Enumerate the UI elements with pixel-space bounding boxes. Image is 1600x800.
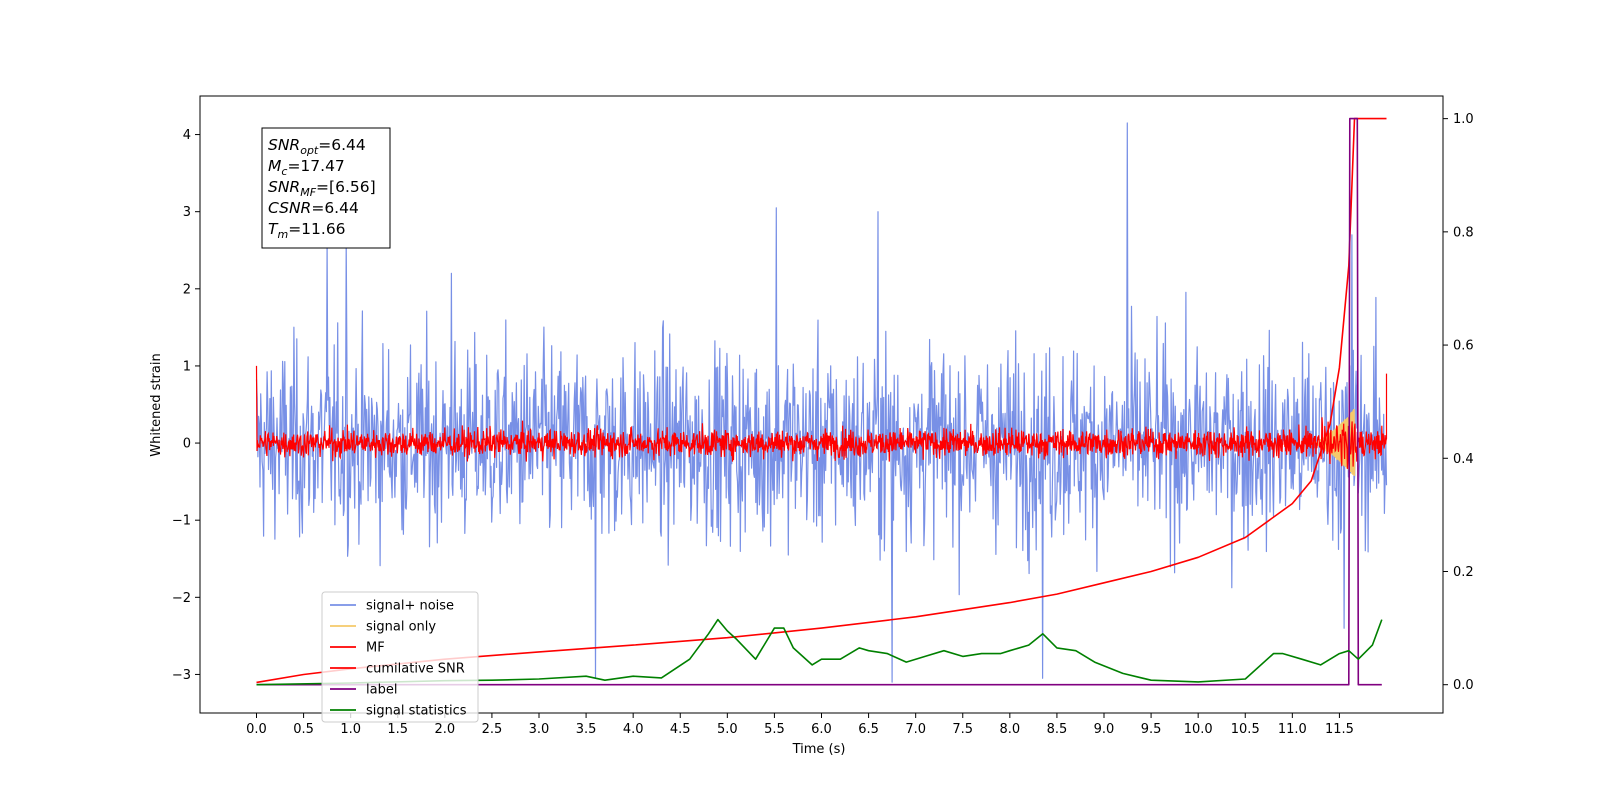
x-tick-label: 0.0 [246,722,267,737]
y-axis-right: 0.0 0.2 0.4 0.6 0.8 1.0 [1443,112,1474,693]
x-tick-label: 11.0 [1278,722,1307,737]
x-tick-label: 0.5 [293,722,314,737]
legend-entry: MF [366,641,385,656]
x-tick-label: 10.0 [1184,722,1213,737]
y2-tick-label: 0.0 [1453,678,1474,693]
x-tick-label: 6.5 [858,722,879,737]
info-symbol: SNR [268,136,300,154]
info-value: =6.44 [318,136,366,154]
x-tick-label: 9.5 [1141,722,1162,737]
info-line: SNRMF=[6.56] [268,178,376,199]
y2-tick-label: 0.2 [1453,565,1474,580]
info-subscript: m [277,228,288,241]
y-tick-label: 3 [183,205,191,220]
x-tick-label: 2.5 [482,722,503,737]
y2-tick-label: 0.8 [1453,225,1474,240]
x-tick-label: 1.5 [387,722,408,737]
y-tick-label: −3 [172,668,191,683]
info-symbol: M [268,157,281,175]
x-tick-label: 4.0 [623,722,644,737]
x-tick-label: 7.5 [952,722,973,737]
info-line: CSNR=6.44 [268,199,359,217]
x-axis-label: Time (s) [792,742,846,757]
y-tick-label: −2 [172,591,191,606]
y-tick-label: −1 [172,514,191,529]
info-box: SNRopt=6.44Mc=17.47SNRMF=[6.56]CSNR=6.44… [261,127,391,249]
info-subscript: opt [300,144,319,157]
y-tick-label: 1 [183,359,191,374]
legend-entry: label [366,683,397,698]
series-mf [255,365,1388,469]
legend-frame [321,591,479,723]
x-tick-label: 4.5 [670,722,691,737]
info-line: Tm=11.66 [268,220,346,241]
info-symbol: T [268,220,279,238]
legend-entry: signal only [366,620,436,635]
info-line: Mc=17.47 [268,157,345,178]
y2-tick-label: 0.4 [1453,452,1474,467]
x-tick-label: 1.0 [340,722,361,737]
info-value: =6.44 [311,199,359,217]
series-label [256,117,1382,686]
plot-area [255,117,1388,686]
y2-tick-label: 1.0 [1453,112,1474,127]
x-tick-label: 8.5 [1047,722,1068,737]
x-tick-label: 3.0 [529,722,550,737]
info-value: =[6.56] [316,178,376,196]
x-tick-label: 10.5 [1231,722,1260,737]
info-line: SNRopt=6.44 [268,136,366,157]
series-cumulative-snr [256,117,1387,684]
y-tick-label: 2 [183,282,191,297]
info-value: =11.66 [288,220,345,238]
x-tick-label: 5.5 [764,722,785,737]
legend-entry: signal statistics [366,704,467,719]
info-value: =17.47 [287,157,344,175]
x-tick-label: 2.0 [434,722,455,737]
y-tick-label: 0 [183,437,191,452]
x-tick-label: 5.0 [717,722,738,737]
x-tick-label: 11.5 [1325,722,1354,737]
y2-tick-label: 0.6 [1453,339,1474,354]
y-axis-label: Whitened strain [149,353,164,456]
info-symbol: CSNR [268,199,311,217]
info-subscript: c [281,165,287,178]
x-tick-label: 9.0 [1094,722,1115,737]
x-tick-label: 6.0 [811,722,832,737]
legend: signal+ noise signal only MF cumilative SNR… [321,591,479,723]
x-tick-label: 8.0 [999,722,1020,737]
legend-entry: cumilative SNR [366,662,465,677]
y-axis-left: −3 −2 −1 0 1 2 3 4 [172,128,200,683]
y-tick-label: 4 [183,128,191,143]
info-box-frame [261,127,391,249]
x-tick-label: 3.5 [576,722,597,737]
x-tick-label: 7.0 [905,722,926,737]
info-subscript: MF [300,186,316,199]
x-axis: 0.0 0.5 1.0 1.5 2.0 2.5 3.0 3.5 4.0 4.5 5.0 5.5 6.0 6… [246,713,1354,737]
legend-entry: signal+ noise [366,599,454,614]
series-signal-statistics [256,618,1383,686]
info-symbol: SNR [268,178,300,196]
